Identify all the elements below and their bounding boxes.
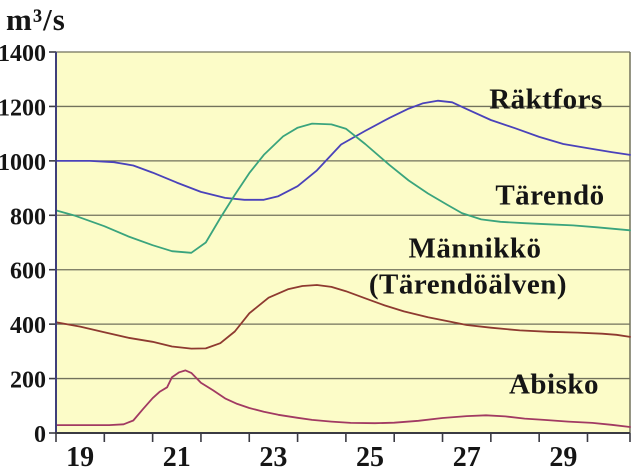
x-axis-label-27: 27 xyxy=(453,442,481,473)
x-axis-label-29: 29 xyxy=(549,442,577,473)
y-axis-label-1000: 1000 xyxy=(0,150,46,176)
plot-area xyxy=(56,52,630,433)
series-line-abisko xyxy=(55,369,631,428)
x-axis-label-23: 23 xyxy=(259,442,287,473)
y-axis-label-200: 200 xyxy=(10,368,46,394)
series-line-mannikko xyxy=(55,284,631,350)
series-label-raktfors: Räktfors xyxy=(489,83,603,116)
series-label-tarendoalven: (Tärendöälven) xyxy=(368,268,568,301)
y-axis-label-0: 0 xyxy=(34,422,46,448)
y-axis-label-600: 600 xyxy=(10,259,46,285)
series-label-abisko: Abisko xyxy=(508,368,600,401)
y-axis-label-800: 800 xyxy=(10,204,46,230)
x-axis-label-25: 25 xyxy=(356,442,384,473)
y-axis-unit-label: m³/s xyxy=(6,2,66,37)
series-label-tarendo: Tärendö xyxy=(495,179,605,212)
y-axis-label-1200: 1200 xyxy=(0,95,46,121)
series-line-raktfors xyxy=(55,99,631,201)
x-axis-label-19: 19 xyxy=(66,442,94,473)
x-axis-label-21: 21 xyxy=(163,442,191,473)
y-axis-label-1400: 1400 xyxy=(0,41,46,67)
series-label-mannikko: Männikkö xyxy=(408,232,542,265)
y-axis-label-400: 400 xyxy=(10,313,46,339)
series-line-tarendo xyxy=(55,122,631,254)
